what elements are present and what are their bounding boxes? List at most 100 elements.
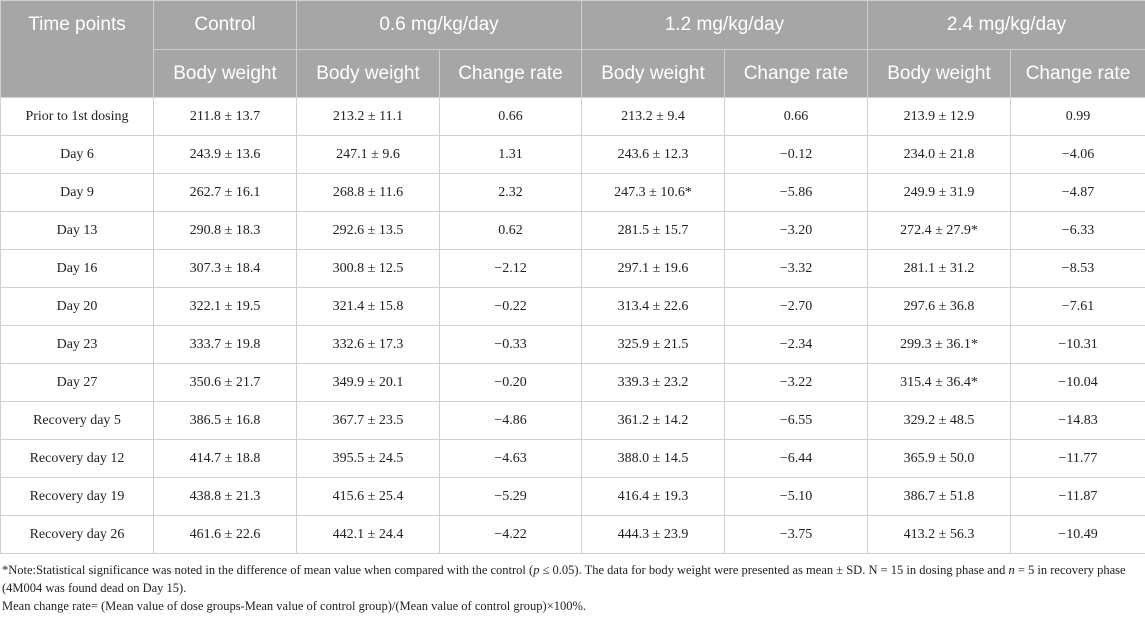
cell-dose-0-6-body-weight: 213.2 ± 11.1	[296, 97, 440, 136]
cell-dose-0-6-body-weight: 321.4 ± 15.8	[296, 287, 440, 326]
table-row: Recovery day 12 414.7 ± 18.8 395.5 ± 24.5−…	[0, 439, 1145, 478]
header-change-rate: Change rate	[724, 49, 868, 98]
cell-dose-1-2-change-rate: −6.55	[724, 401, 868, 440]
row-label: Day 6	[0, 135, 154, 174]
cell-dose-2-4-body-weight: 315.4 ± 36.4*	[867, 363, 1011, 402]
cell-dose-0-6-change-rate: −0.20	[439, 363, 582, 402]
table-row: Day 23 333.7 ± 19.8 332.6 ± 17.3 −0.33 325.9…	[0, 325, 1145, 364]
row-label: Recovery day 26	[0, 515, 154, 554]
header-row-groups: Time points Control 0.6 mg/kg/day 1.2 mg…	[0, 0, 1145, 98]
row-label: Recovery day 19	[0, 477, 154, 516]
cell-control-body-weight: 350.6 ± 21.7	[153, 363, 297, 402]
header-body-weight: Body weight	[581, 49, 725, 98]
footnote-p-symbol: p	[533, 563, 540, 577]
cell-dose-0-6-body-weight: 300.8 ± 12.5	[296, 249, 440, 288]
footnote-n-symbol: n	[1008, 563, 1015, 577]
row-label: Day 23	[0, 325, 154, 364]
table-row: Recovery day 5 386.5 ± 16.8 367.7 ± 23.5 −4…	[0, 401, 1145, 440]
cell-dose-0-6-body-weight: 367.7 ± 23.5	[296, 401, 440, 440]
cell-dose-2-4-change-rate: 0.99	[1010, 97, 1145, 136]
cell-dose-0-6-change-rate: 0.62	[439, 211, 582, 250]
cell-dose-2-4-change-rate: −11.87	[1010, 477, 1145, 516]
row-label: Day 27	[0, 363, 154, 402]
cell-dose-1-2-body-weight: 281.5 ± 15.7	[581, 211, 725, 250]
cell-dose-2-4-body-weight: 297.6 ± 36.8	[867, 287, 1011, 326]
cell-dose-1-2-body-weight: 313.4 ± 22.6	[581, 287, 725, 326]
cell-dose-0-6-change-rate: 1.31	[439, 135, 582, 174]
cell-dose-1-2-change-rate: −5.86	[724, 173, 868, 212]
table-row: Day 9 262.7 ± 16.1 268.8 ± 11.6 2.32 247.3 ±…	[0, 173, 1145, 212]
table-row: Day 6 243.9 ± 13.6 247.1 ± 9.6 1.31 243.6 ± …	[0, 135, 1145, 174]
cell-control-body-weight: 386.5 ± 16.8	[153, 401, 297, 440]
row-label: Day 13	[0, 211, 154, 250]
cell-control-body-weight: 414.7 ± 18.8	[153, 439, 297, 478]
cell-dose-2-4-change-rate: −4.06	[1010, 135, 1145, 174]
cell-dose-1-2-body-weight: 388.0 ± 14.5	[581, 439, 725, 478]
footnote-formula: Mean change rate= (Mean value of dose gr…	[2, 599, 587, 613]
header-body-weight: Body weight	[867, 49, 1011, 98]
cell-dose-2-4-change-rate: −4.87	[1010, 173, 1145, 212]
row-label: Recovery day 5	[0, 401, 154, 440]
cell-dose-0-6-change-rate: −4.86	[439, 401, 582, 440]
cell-dose-0-6-body-weight: 415.6 ± 25.4	[296, 477, 440, 516]
table-header: Time points Control 0.6 mg/kg/day 1.2 mg…	[0, 0, 1145, 98]
cell-dose-0-6-body-weight: 349.9 ± 20.1	[296, 363, 440, 402]
footnote-text: = 5 in recovery phase (4M004 was found d…	[2, 563, 1126, 595]
footnote-text: *Note:Statistical significance was noted…	[2, 563, 534, 577]
row-label: Day 16	[0, 249, 154, 288]
cell-dose-0-6-body-weight: 332.6 ± 17.3	[296, 325, 440, 364]
cell-dose-1-2-body-weight: 339.3 ± 23.2	[581, 363, 725, 402]
cell-dose-0-6-body-weight: 395.5 ± 24.5	[296, 439, 440, 478]
row-label: Recovery day 12	[0, 439, 154, 478]
row-label: Day 20	[0, 287, 154, 326]
cell-dose-0-6-change-rate: −0.33	[439, 325, 582, 364]
cell-dose-1-2-body-weight: 247.3 ± 10.6*	[581, 173, 725, 212]
cell-dose-1-2-body-weight: 325.9 ± 21.5	[581, 325, 725, 364]
cell-dose-1-2-change-rate: −3.75	[724, 515, 868, 554]
table-body: Prior to 1st dosing 211.8 ± 13.7 213.2 ± 1…	[0, 97, 1145, 554]
cell-control-body-weight: 333.7 ± 19.8	[153, 325, 297, 364]
table-row: Day 16 307.3 ± 18.4 300.8 ± 12.5 −2.12 297.1…	[0, 249, 1145, 288]
table-row: Day 27 350.6 ± 21.7 349.9 ± 20.1 −0.20 339.3…	[0, 363, 1145, 402]
cell-dose-2-4-body-weight: 272.4 ± 27.9*	[867, 211, 1011, 250]
cell-dose-2-4-body-weight: 234.0 ± 21.8	[867, 135, 1011, 174]
cell-dose-2-4-change-rate: −10.49	[1010, 515, 1145, 554]
cell-dose-0-6-change-rate: −5.29	[439, 477, 582, 516]
cell-dose-1-2-change-rate: 0.66	[724, 97, 868, 136]
cell-dose-1-2-body-weight: 416.4 ± 19.3	[581, 477, 725, 516]
cell-dose-0-6-change-rate: 0.66	[439, 97, 582, 136]
cell-dose-1-2-body-weight: 361.2 ± 14.2	[581, 401, 725, 440]
cell-dose-2-4-body-weight: 413.2 ± 56.3	[867, 515, 1011, 554]
cell-dose-2-4-body-weight: 213.9 ± 12.9	[867, 97, 1011, 136]
cell-dose-1-2-change-rate: −3.20	[724, 211, 868, 250]
cell-dose-2-4-body-weight: 365.9 ± 50.0	[867, 439, 1011, 478]
table-row: Day 13 290.8 ± 18.3 292.6 ± 13.5 0.62 281.5 …	[0, 211, 1145, 250]
cell-control-body-weight: 262.7 ± 16.1	[153, 173, 297, 212]
cell-dose-1-2-body-weight: 444.3 ± 23.9	[581, 515, 725, 554]
cell-dose-0-6-body-weight: 292.6 ± 13.5	[296, 211, 440, 250]
cell-dose-0-6-body-weight: 442.1 ± 24.4	[296, 515, 440, 554]
cell-dose-0-6-change-rate: 2.32	[439, 173, 582, 212]
table-row: Prior to 1st dosing 211.8 ± 13.7 213.2 ± 1…	[0, 97, 1145, 136]
header-body-weight: Body weight	[296, 49, 440, 98]
table-row: Day 20 322.1 ± 19.5 321.4 ± 15.8 −0.22 313.4…	[0, 287, 1145, 326]
cell-control-body-weight: 290.8 ± 18.3	[153, 211, 297, 250]
table-row: Recovery day 26 461.6 ± 22.6 442.1 ± 24.4−…	[0, 515, 1145, 554]
cell-dose-0-6-body-weight: 247.1 ± 9.6	[296, 135, 440, 174]
cell-dose-2-4-body-weight: 386.7 ± 51.8	[867, 477, 1011, 516]
row-label: Day 9	[0, 173, 154, 212]
body-weight-table: Time points Control 0.6 mg/kg/day 1.2 mg…	[0, 0, 1145, 554]
cell-dose-1-2-change-rate: −0.12	[724, 135, 868, 174]
cell-dose-1-2-change-rate: −2.70	[724, 287, 868, 326]
cell-dose-0-6-change-rate: −4.63	[439, 439, 582, 478]
cell-control-body-weight: 243.9 ± 13.6	[153, 135, 297, 174]
cell-dose-2-4-body-weight: 299.3 ± 36.1*	[867, 325, 1011, 364]
cell-dose-2-4-change-rate: −11.77	[1010, 439, 1145, 478]
cell-dose-1-2-body-weight: 243.6 ± 12.3	[581, 135, 725, 174]
cell-dose-0-6-change-rate: −2.12	[439, 249, 582, 288]
cell-dose-0-6-change-rate: −4.22	[439, 515, 582, 554]
cell-dose-2-4-change-rate: −10.04	[1010, 363, 1145, 402]
header-time-points: Time points	[0, 0, 154, 98]
cell-dose-1-2-change-rate: −2.34	[724, 325, 868, 364]
cell-dose-1-2-body-weight: 213.2 ± 9.4	[581, 97, 725, 136]
